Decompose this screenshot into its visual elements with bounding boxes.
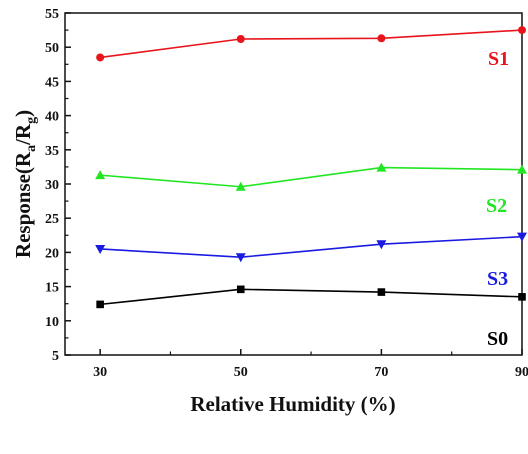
data-point-s3-30 <box>95 244 106 254</box>
series-label-s0: S0 <box>487 328 508 350</box>
y-tick-label-55: 55 <box>45 7 59 22</box>
series-line-s0 <box>100 288 523 306</box>
series-label-s3: S3 <box>487 268 508 290</box>
y-tick-label-50: 50 <box>45 41 59 56</box>
data-point-s3-90 <box>517 232 527 242</box>
x-axis-title: Relative Humidity (%) <box>190 392 395 416</box>
data-point-s1-90 <box>518 26 526 35</box>
y-tick-label-45: 45 <box>45 75 59 90</box>
series-line-s3 <box>100 235 523 258</box>
y-tick-label-10: 10 <box>45 315 59 330</box>
x-tick-label-30: 30 <box>93 365 107 380</box>
y-tick-label-15: 15 <box>45 281 59 296</box>
series-s3 <box>95 232 527 263</box>
series-s1 <box>96 26 526 62</box>
data-point-s0-50 <box>236 285 245 294</box>
data-point-s2-70 <box>376 162 387 172</box>
data-point-s0-30 <box>96 300 104 309</box>
data-point-s3-50 <box>235 253 246 263</box>
data-point-s0-70 <box>377 288 386 296</box>
data-point-s3-70 <box>376 240 387 250</box>
y-tick-label-35: 35 <box>45 144 59 159</box>
data-point-s2-50 <box>235 181 246 191</box>
y-tick-label-25: 25 <box>45 212 59 227</box>
x-tick-label-70: 70 <box>374 365 388 380</box>
y-axis-title-sub-g: g <box>24 117 39 124</box>
series-line-s2 <box>100 166 523 188</box>
series-s0 <box>96 285 526 309</box>
y-axis-title-sub-a: a <box>24 145 39 152</box>
y-tick-label-40: 40 <box>45 110 59 125</box>
data-point-s1-50 <box>236 34 245 43</box>
y-axis-title-main: Response(R <box>11 151 35 258</box>
data-point-s2-30 <box>95 170 106 180</box>
y-tick-label-30: 30 <box>45 178 59 193</box>
plot-frame <box>64 12 523 356</box>
axis-ticks: 5 10 15 20 25 30 35 40 45 50 55 30 50 70 90 <box>45 7 528 380</box>
y-tick-label-20: 20 <box>45 246 59 261</box>
series-s2 <box>95 162 527 191</box>
x-tick-label-50: 50 <box>234 365 248 380</box>
series-line-s1 <box>100 29 523 59</box>
data-point-s1-30 <box>96 53 105 62</box>
series-label-s2: S2 <box>486 195 507 217</box>
series-layer <box>95 26 527 309</box>
series-label-s1: S1 <box>488 48 509 70</box>
data-point-s0-90 <box>518 293 526 301</box>
data-point-s1-70 <box>377 34 386 43</box>
x-tick-label-90: 90 <box>515 365 528 380</box>
y-tick-label-5: 5 <box>52 349 59 364</box>
data-point-s2-90 <box>517 164 527 174</box>
y-axis-title: Response(Ra/Rg) <box>11 110 39 258</box>
y-axis-title-end: ) <box>11 110 35 117</box>
y-axis-title-mid: /R <box>11 123 35 146</box>
